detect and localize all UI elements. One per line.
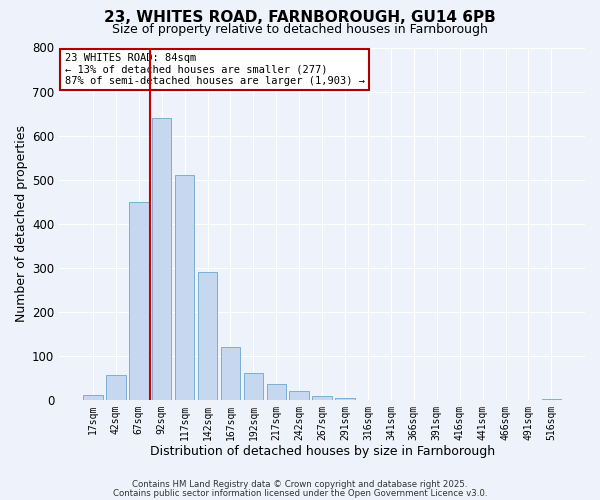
Bar bbox=[106, 375, 125, 400]
Bar bbox=[289, 390, 309, 400]
Bar bbox=[542, 399, 561, 400]
Text: Size of property relative to detached houses in Farnborough: Size of property relative to detached ho… bbox=[112, 22, 488, 36]
Text: 23 WHITES ROAD: 84sqm
← 13% of detached houses are smaller (277)
87% of semi-det: 23 WHITES ROAD: 84sqm ← 13% of detached … bbox=[65, 53, 365, 86]
Bar bbox=[335, 398, 355, 400]
Bar bbox=[244, 373, 263, 400]
Bar bbox=[221, 348, 240, 400]
Text: Contains public sector information licensed under the Open Government Licence v3: Contains public sector information licen… bbox=[113, 488, 487, 498]
Bar bbox=[175, 176, 194, 400]
Bar bbox=[83, 395, 103, 400]
Bar bbox=[152, 118, 172, 400]
X-axis label: Distribution of detached houses by size in Farnborough: Distribution of detached houses by size … bbox=[149, 444, 495, 458]
Bar bbox=[129, 202, 149, 400]
Text: 23, WHITES ROAD, FARNBOROUGH, GU14 6PB: 23, WHITES ROAD, FARNBOROUGH, GU14 6PB bbox=[104, 10, 496, 25]
Bar bbox=[313, 396, 332, 400]
Bar bbox=[266, 384, 286, 400]
Text: Contains HM Land Registry data © Crown copyright and database right 2025.: Contains HM Land Registry data © Crown c… bbox=[132, 480, 468, 489]
Bar bbox=[198, 272, 217, 400]
Y-axis label: Number of detached properties: Number of detached properties bbox=[15, 126, 28, 322]
